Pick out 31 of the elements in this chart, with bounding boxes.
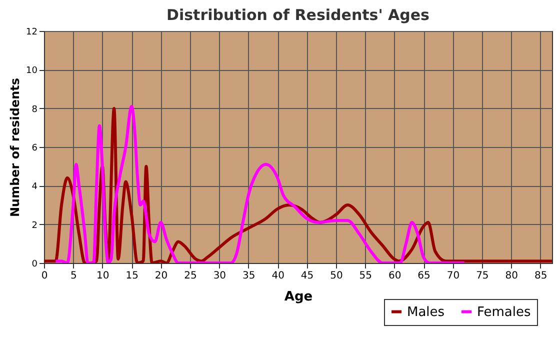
x-tick-label: 30 (213, 270, 226, 282)
x-tick-label: 65 (418, 270, 430, 282)
x-axis-title: Age (284, 290, 313, 304)
y-tick-label: 8 (32, 104, 38, 115)
y-axis-title: Number of residents (8, 78, 22, 218)
y-tick-label: 4 (32, 182, 38, 192)
x-tick-label: 35 (242, 270, 256, 282)
x-tick-label: 50 (330, 270, 343, 282)
x-tick-label: 55 (359, 270, 372, 282)
y-tick-label: 12 (26, 28, 38, 38)
x-tick-label: 80 (505, 270, 518, 282)
legend-label: Males (407, 304, 445, 320)
y-tick-label: 10 (26, 66, 38, 76)
x-tick-label: 60 (388, 270, 402, 282)
x-tick-label: 5 (70, 270, 77, 282)
x-tick-label: 0 (41, 270, 48, 282)
x-tick-label: 45 (300, 270, 314, 282)
line-series (54, 104, 466, 263)
x-tick-label: 40 (272, 270, 284, 282)
y-tick-label: 0 (32, 260, 38, 270)
x-tick-label: 15 (126, 270, 138, 282)
x-tick-label: 85 (534, 270, 548, 282)
chart-title: Distribution of Residents' Ages (166, 6, 430, 24)
legend-label: Females (477, 304, 532, 320)
x-tick-label: 70 (446, 270, 460, 282)
y-tick-label: 2 (32, 220, 38, 231)
x-tick-label: 75 (476, 270, 489, 282)
x-tick-label: 10 (96, 270, 110, 282)
x-tick-label: 25 (184, 270, 197, 282)
y-tick-label: 6 (32, 144, 38, 154)
x-tick-label: 20 (154, 270, 168, 282)
